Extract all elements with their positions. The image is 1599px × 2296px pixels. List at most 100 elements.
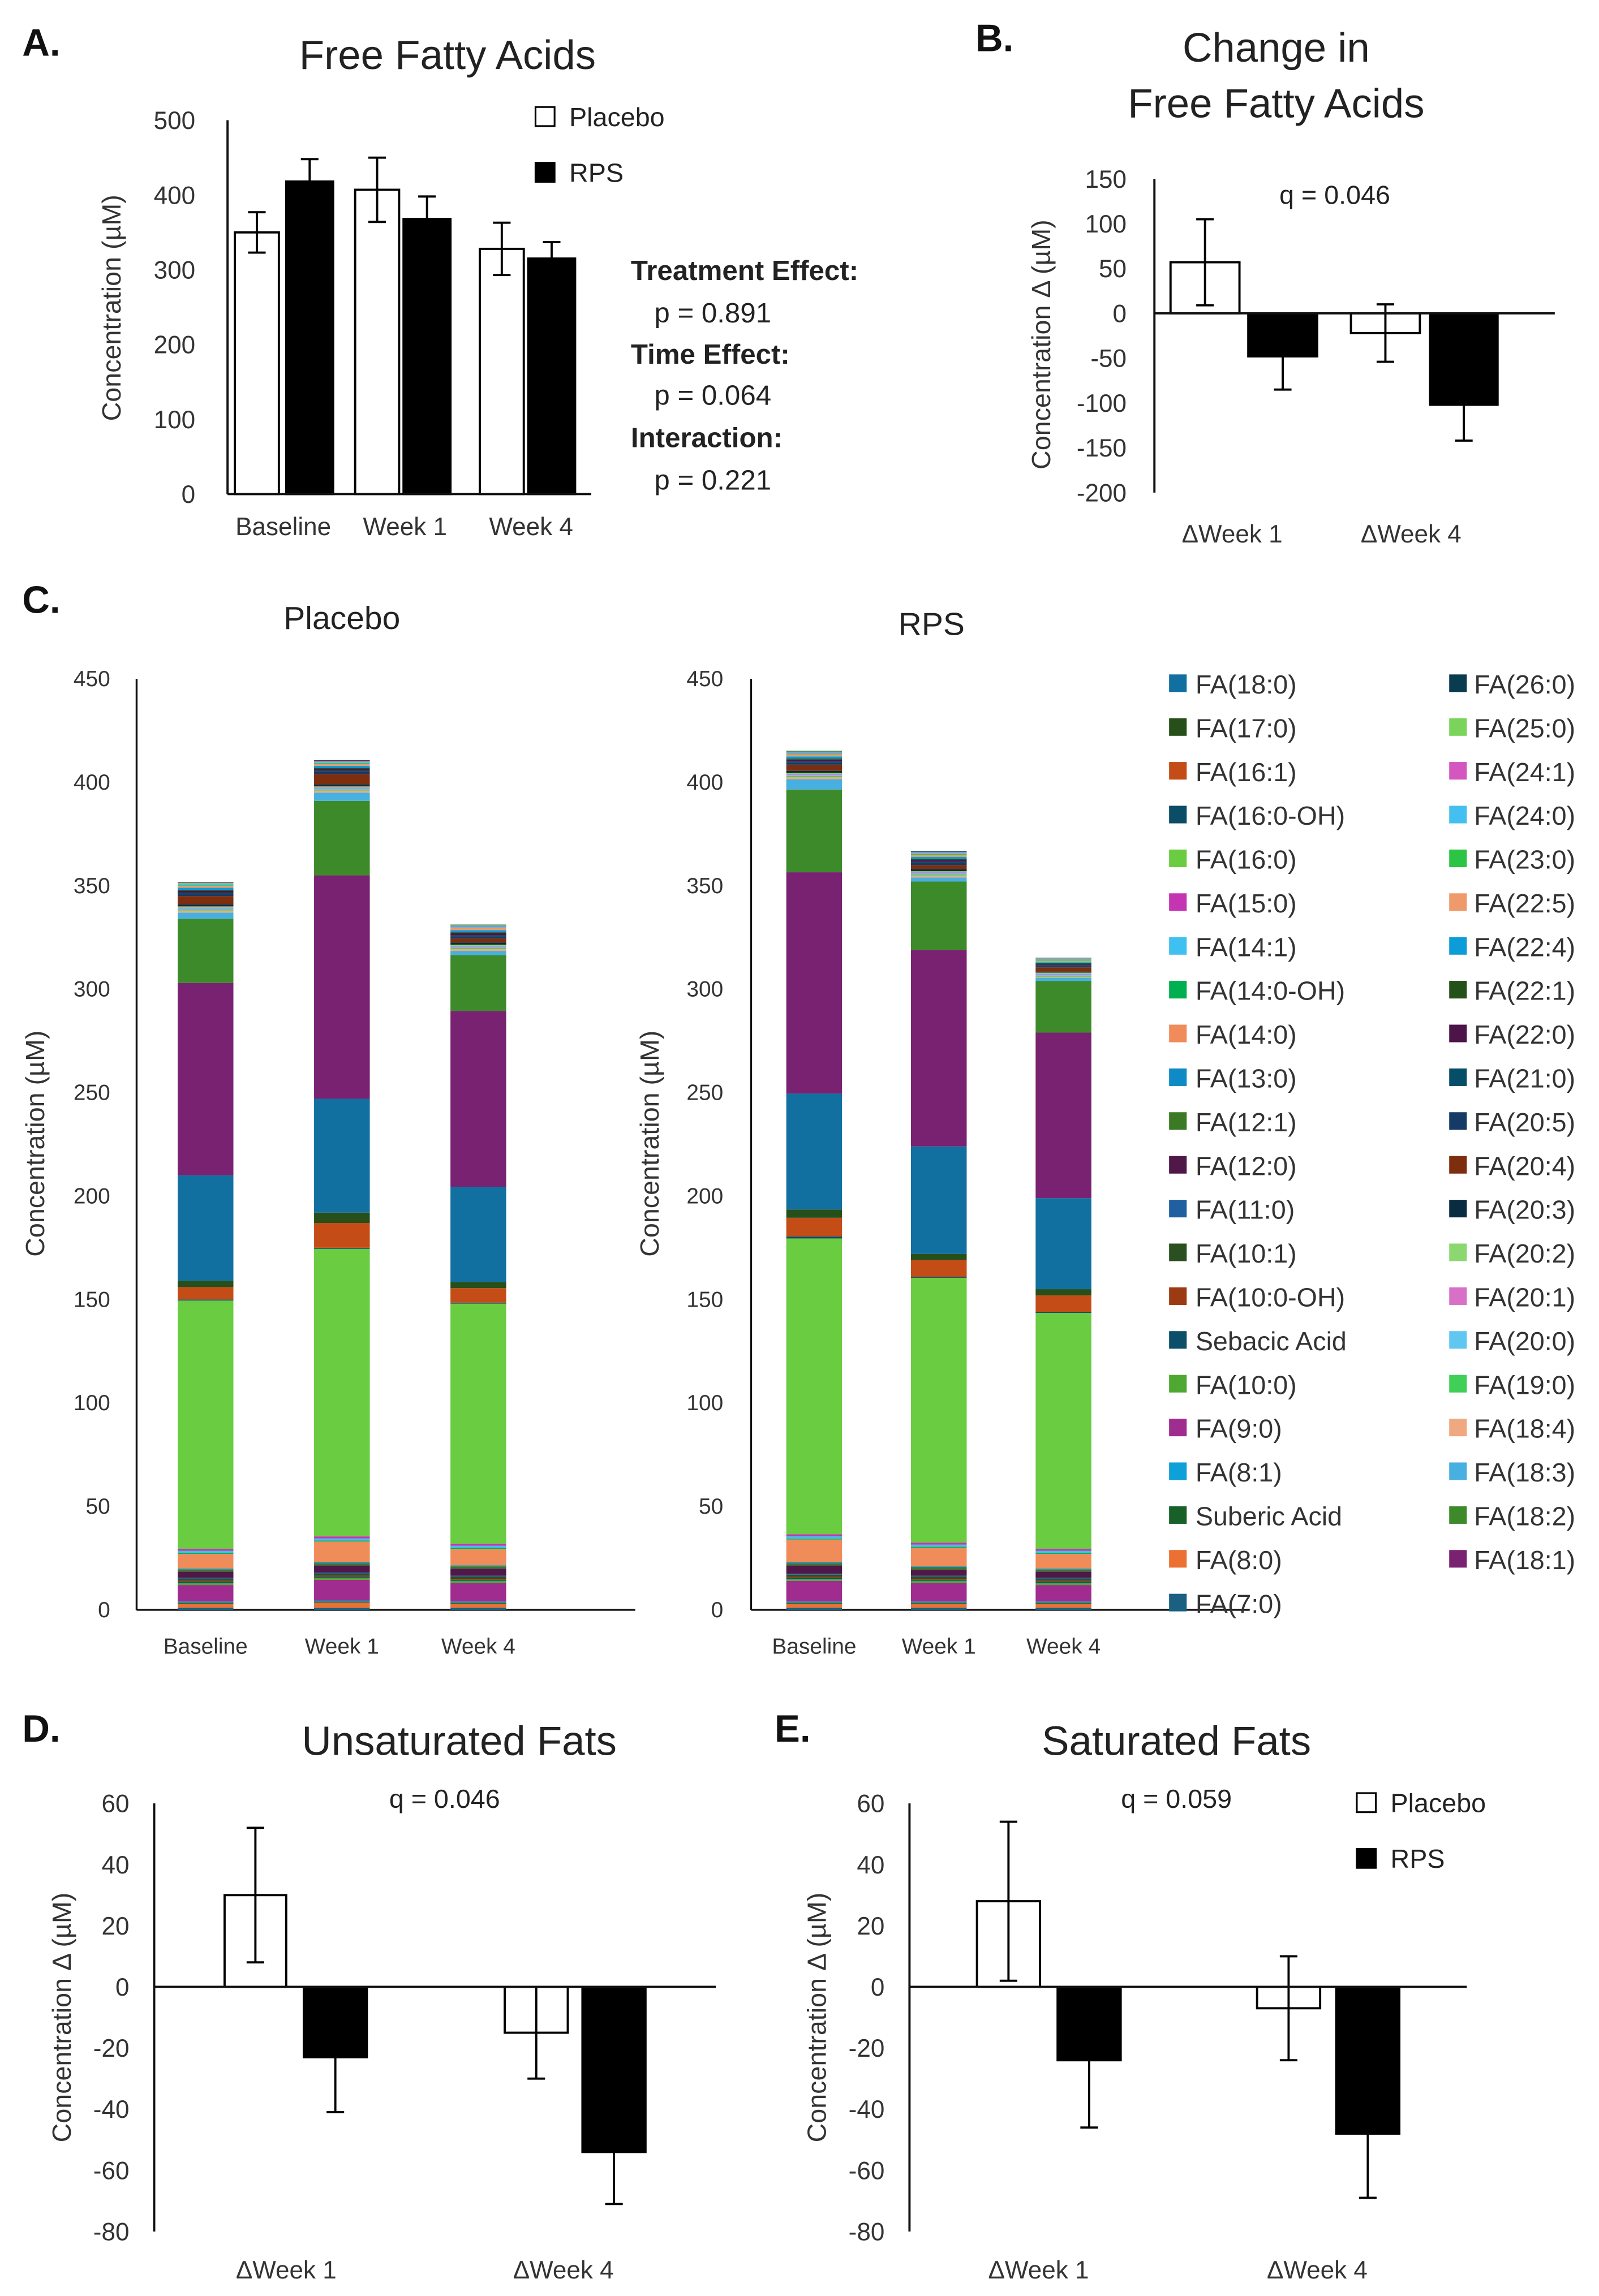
segment-fa-18-3- [314, 792, 370, 801]
segment-fa-20-3- [1035, 971, 1091, 973]
panel-label-e: E. [775, 1708, 811, 1750]
y-axis-title: Concentration Δ (µM) [1026, 219, 1056, 469]
y-tick-label: -60 [93, 2157, 130, 2185]
segment-fa-16-1- [450, 1288, 506, 1303]
segment-fa-16-0- [450, 1303, 506, 1544]
segment-fa-18-4- [178, 910, 234, 913]
segment-fa-8-1- [1035, 1601, 1091, 1603]
x-tick-label: Baseline [235, 513, 331, 541]
segment-fa-19-0- [314, 789, 370, 791]
segment-fa-20-5- [314, 772, 370, 774]
legend-label: FA(7:0) [1196, 1589, 1282, 1618]
y-tick-label: 200 [74, 1184, 110, 1208]
segment-fa-14-0-oh- [314, 1540, 370, 1542]
legend-swatch [1449, 1024, 1467, 1043]
segment-fa-14-0-oh- [786, 1538, 843, 1540]
segment-fa-24-1- [910, 852, 967, 854]
segment-fa-13-0- [786, 1562, 843, 1563]
segment-fa-20-0- [178, 908, 234, 910]
segment-fa-22-0- [1035, 964, 1091, 966]
legend-swatch [1449, 849, 1467, 867]
segment-fa-8-0- [450, 1603, 506, 1608]
segment-fa-25-0- [450, 925, 506, 926]
segment-fa-20-4- [1035, 967, 1091, 972]
segment-fa-19-0- [1035, 975, 1091, 977]
segment-fa-22-4- [314, 765, 370, 768]
y-tick-label: 250 [74, 1081, 110, 1105]
segment-fa-22-1- [314, 768, 370, 769]
segment-fa-13-0- [450, 1565, 506, 1567]
segment-fa-20-3- [178, 904, 234, 907]
segment-fa-16-0-oh- [786, 1236, 843, 1239]
segment-fa-20-4- [786, 764, 843, 771]
segment-fa-10-0- [178, 1583, 234, 1586]
legend-swatch-placebo [1356, 1792, 1377, 1813]
segment-fa-8-0- [1035, 1603, 1091, 1608]
legend-swatch [1169, 1550, 1187, 1568]
segment-fa-24-0- [450, 926, 506, 928]
segment-fa-16-0- [1035, 1313, 1091, 1549]
legend-swatch [1449, 937, 1467, 955]
segment-fa-7-0- [910, 1608, 967, 1610]
y-tick-label: 150 [686, 1287, 723, 1312]
segment-fa-18-4- [786, 777, 843, 779]
segment-fa-18-2- [910, 881, 967, 950]
segment-fa-20-0- [1035, 975, 1091, 976]
segment-fa-23-0- [786, 753, 843, 755]
time-effect-label: Time Effect: [631, 339, 790, 370]
chart-title: Free Fatty Acids [299, 32, 596, 78]
legend-swatch [1169, 762, 1187, 780]
segment-fa-20-5- [910, 863, 967, 865]
y-tick-label: -50 [1090, 345, 1127, 373]
segment-sebacic-acid [1035, 1582, 1091, 1583]
y-tick-label: 40 [101, 1851, 129, 1879]
legend-label: FA(16:1) [1196, 757, 1297, 787]
segment-fa-17-0- [178, 1281, 234, 1287]
segment-fa-12-0- [786, 1565, 843, 1574]
segment-fa-21-0- [786, 761, 843, 763]
legend-label-placebo: Placebo [1391, 1789, 1486, 1818]
segment-fa-16-0- [910, 1277, 967, 1543]
chart-e: -80 -60 -40 -20 0 20 40 60 Concentration Δ (µM) S… [802, 1718, 1486, 2284]
segment-fa-22-1- [450, 932, 506, 933]
segment-fa-15-0- [314, 1536, 370, 1539]
y-tick-label: 500 [154, 107, 196, 135]
segment-fa-18-2- [1035, 981, 1091, 1033]
legend-label: FA(20:4) [1474, 1151, 1575, 1181]
legend-label: FA(18:0) [1196, 670, 1297, 699]
x-tick-label: Baseline [164, 1635, 248, 1659]
legend-swatch [1169, 1506, 1187, 1524]
legend-label: FA(20:1) [1474, 1283, 1575, 1312]
y-tick-label: -150 [1077, 434, 1127, 462]
segment-fa-20-1- [450, 945, 506, 947]
segment-fa-20-2- [1035, 972, 1091, 974]
stacked-chart-placebo: Placebo 0 50 100 150 200 250 300 350 400 450 Concen… [20, 600, 635, 1659]
segment-fa-8-1- [178, 1601, 234, 1603]
segment-fa-22-0- [450, 933, 506, 936]
segment-fa-7-0- [786, 1608, 843, 1610]
segment-fa-17-0- [314, 1212, 370, 1224]
y-tick-label: 100 [686, 1391, 723, 1415]
segment-fa-14-0-oh- [910, 1547, 967, 1548]
segment-fa-8-0- [910, 1603, 967, 1608]
y-tick-label: 50 [1099, 255, 1127, 283]
segment-fa-20-4- [178, 896, 234, 904]
legend-label: Sebacic Acid [1196, 1326, 1347, 1356]
legend-swatch [1449, 1112, 1467, 1130]
y-tick-label: 40 [857, 1851, 884, 1879]
legend-swatch [1169, 937, 1187, 955]
chart-title: RPS [899, 606, 965, 642]
segment-fa-21-0- [910, 861, 967, 863]
legend-swatch [1449, 1419, 1467, 1437]
segment-fa-12-0- [178, 1571, 234, 1578]
y-tick-label: -200 [1077, 479, 1127, 507]
segment-fa-24-1- [450, 925, 506, 927]
panel-label-d: D. [22, 1708, 60, 1750]
legend-swatch [1169, 1462, 1187, 1480]
segment-fa-20-3- [314, 784, 370, 787]
legend-label: FA(25:0) [1474, 713, 1575, 743]
legend-label-rps: RPS [1391, 1844, 1445, 1873]
legend-label: FA(8:1) [1196, 1458, 1282, 1487]
bar-placebo [234, 231, 280, 496]
interaction-label: Interaction: [631, 423, 783, 454]
